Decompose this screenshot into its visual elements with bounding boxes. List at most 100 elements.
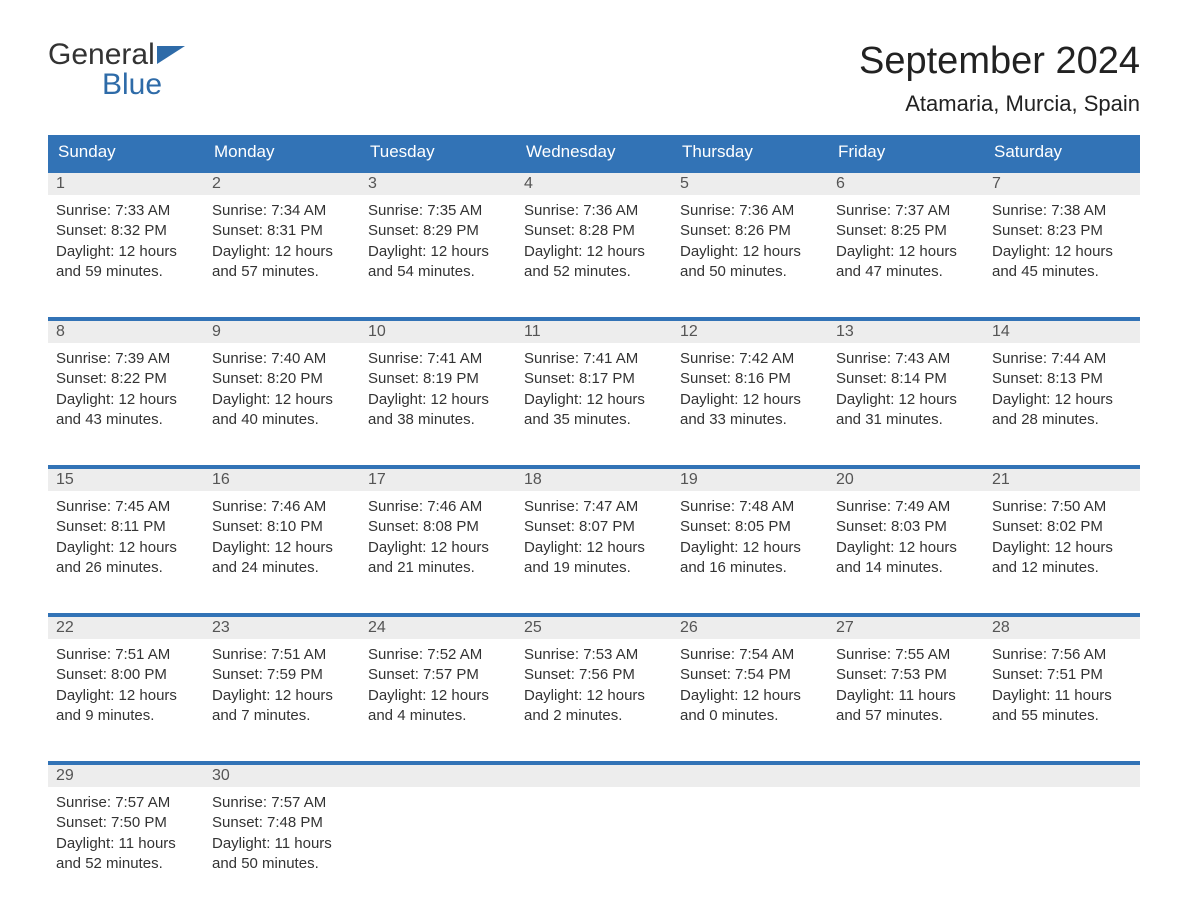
- sunrise-text: Sunrise: 7:35 AM: [368, 201, 508, 221]
- day-body: Sunrise: 7:57 AMSunset: 7:48 PMDaylight:…: [204, 787, 360, 882]
- day-body: Sunrise: 7:48 AMSunset: 8:05 PMDaylight:…: [672, 491, 828, 586]
- day-body: Sunrise: 7:53 AMSunset: 7:56 PMDaylight:…: [516, 639, 672, 734]
- calendar-week-row: 22Sunrise: 7:51 AMSunset: 8:00 PMDayligh…: [48, 614, 1140, 734]
- day-number: 18: [516, 467, 672, 491]
- daylight-text: Daylight: 12 hours: [212, 686, 352, 706]
- day-body: Sunrise: 7:44 AMSunset: 8:13 PMDaylight:…: [984, 343, 1140, 438]
- sunrise-text: Sunrise: 7:51 AM: [56, 645, 196, 665]
- daylight-text: and 50 minutes.: [680, 262, 820, 282]
- day-number: 29: [48, 763, 204, 787]
- calendar-day-cell: 28Sunrise: 7:56 AMSunset: 7:51 PMDayligh…: [984, 614, 1140, 734]
- sunset-text: Sunset: 7:56 PM: [524, 665, 664, 685]
- day-number: 17: [360, 467, 516, 491]
- sunrise-text: Sunrise: 7:48 AM: [680, 497, 820, 517]
- daylight-text: and 47 minutes.: [836, 262, 976, 282]
- calendar-day-cell: 13Sunrise: 7:43 AMSunset: 8:14 PMDayligh…: [828, 318, 984, 438]
- sunrise-text: Sunrise: 7:41 AM: [368, 349, 508, 369]
- calendar-day-cell: 29Sunrise: 7:57 AMSunset: 7:50 PMDayligh…: [48, 762, 204, 882]
- day-body: Sunrise: 7:35 AMSunset: 8:29 PMDaylight:…: [360, 195, 516, 290]
- daylight-text: and 55 minutes.: [992, 706, 1132, 726]
- daylight-text: Daylight: 12 hours: [524, 686, 664, 706]
- sunrise-text: Sunrise: 7:38 AM: [992, 201, 1132, 221]
- calendar-day-cell: [360, 762, 516, 882]
- week-spacer: [48, 290, 1140, 318]
- daylight-text: Daylight: 12 hours: [56, 538, 196, 558]
- daylight-text: and 52 minutes.: [56, 854, 196, 874]
- daylight-text: and 16 minutes.: [680, 558, 820, 578]
- location: Atamaria, Murcia, Spain: [859, 91, 1140, 117]
- calendar-day-cell: 4Sunrise: 7:36 AMSunset: 8:28 PMDaylight…: [516, 170, 672, 290]
- sunrise-text: Sunrise: 7:34 AM: [212, 201, 352, 221]
- day-body: Sunrise: 7:49 AMSunset: 8:03 PMDaylight:…: [828, 491, 984, 586]
- calendar-day-cell: 7Sunrise: 7:38 AMSunset: 8:23 PMDaylight…: [984, 170, 1140, 290]
- calendar-day-cell: 6Sunrise: 7:37 AMSunset: 8:25 PMDaylight…: [828, 170, 984, 290]
- sunset-text: Sunset: 8:22 PM: [56, 369, 196, 389]
- day-body: Sunrise: 7:45 AMSunset: 8:11 PMDaylight:…: [48, 491, 204, 586]
- calendar-day-cell: 11Sunrise: 7:41 AMSunset: 8:17 PMDayligh…: [516, 318, 672, 438]
- sunset-text: Sunset: 7:59 PM: [212, 665, 352, 685]
- day-body: Sunrise: 7:51 AMSunset: 7:59 PMDaylight:…: [204, 639, 360, 734]
- sunset-text: Sunset: 8:00 PM: [56, 665, 196, 685]
- day-number: 9: [204, 319, 360, 343]
- daylight-text: and 2 minutes.: [524, 706, 664, 726]
- sunset-text: Sunset: 8:16 PM: [680, 369, 820, 389]
- header: General Blue September 2024 Atamaria, Mu…: [48, 40, 1140, 117]
- sunset-text: Sunset: 8:19 PM: [368, 369, 508, 389]
- daylight-text: Daylight: 12 hours: [524, 242, 664, 262]
- sunset-text: Sunset: 8:08 PM: [368, 517, 508, 537]
- empty-day: [672, 763, 828, 787]
- sunrise-text: Sunrise: 7:44 AM: [992, 349, 1132, 369]
- sunset-text: Sunset: 8:28 PM: [524, 221, 664, 241]
- day-body: Sunrise: 7:33 AMSunset: 8:32 PMDaylight:…: [48, 195, 204, 290]
- sunrise-text: Sunrise: 7:42 AM: [680, 349, 820, 369]
- daylight-text: Daylight: 12 hours: [368, 538, 508, 558]
- logo: General Blue: [48, 40, 185, 100]
- daylight-text: and 52 minutes.: [524, 262, 664, 282]
- calendar-day-cell: 3Sunrise: 7:35 AMSunset: 8:29 PMDaylight…: [360, 170, 516, 290]
- sunrise-text: Sunrise: 7:57 AM: [56, 793, 196, 813]
- calendar-day-cell: 10Sunrise: 7:41 AMSunset: 8:19 PMDayligh…: [360, 318, 516, 438]
- sunrise-text: Sunrise: 7:36 AM: [680, 201, 820, 221]
- sunrise-text: Sunrise: 7:41 AM: [524, 349, 664, 369]
- daylight-text: Daylight: 12 hours: [680, 686, 820, 706]
- daylight-text: Daylight: 11 hours: [56, 834, 196, 854]
- day-body: Sunrise: 7:55 AMSunset: 7:53 PMDaylight:…: [828, 639, 984, 734]
- calendar-day-cell: 18Sunrise: 7:47 AMSunset: 8:07 PMDayligh…: [516, 466, 672, 586]
- calendar-header-row: Sunday Monday Tuesday Wednesday Thursday…: [48, 135, 1140, 170]
- daylight-text: Daylight: 12 hours: [680, 538, 820, 558]
- sunset-text: Sunset: 7:53 PM: [836, 665, 976, 685]
- calendar-week-row: 29Sunrise: 7:57 AMSunset: 7:50 PMDayligh…: [48, 762, 1140, 882]
- day-number: 27: [828, 615, 984, 639]
- sunset-text: Sunset: 8:20 PM: [212, 369, 352, 389]
- day-body: Sunrise: 7:54 AMSunset: 7:54 PMDaylight:…: [672, 639, 828, 734]
- calendar-day-cell: 16Sunrise: 7:46 AMSunset: 8:10 PMDayligh…: [204, 466, 360, 586]
- logo-text: General Blue: [48, 40, 185, 100]
- daylight-text: and 4 minutes.: [368, 706, 508, 726]
- daylight-text: Daylight: 12 hours: [992, 538, 1132, 558]
- sunset-text: Sunset: 8:25 PM: [836, 221, 976, 241]
- sunrise-text: Sunrise: 7:47 AM: [524, 497, 664, 517]
- daylight-text: Daylight: 12 hours: [524, 538, 664, 558]
- day-number: 21: [984, 467, 1140, 491]
- day-body: Sunrise: 7:51 AMSunset: 8:00 PMDaylight:…: [48, 639, 204, 734]
- logo-line2: Blue: [102, 70, 162, 100]
- day-body: Sunrise: 7:46 AMSunset: 8:08 PMDaylight:…: [360, 491, 516, 586]
- calendar-day-cell: [516, 762, 672, 882]
- daylight-text: and 9 minutes.: [56, 706, 196, 726]
- sunrise-text: Sunrise: 7:57 AM: [212, 793, 352, 813]
- day-number: 15: [48, 467, 204, 491]
- daylight-text: Daylight: 12 hours: [680, 242, 820, 262]
- sunrise-text: Sunrise: 7:40 AM: [212, 349, 352, 369]
- daylight-text: and 26 minutes.: [56, 558, 196, 578]
- sunrise-text: Sunrise: 7:55 AM: [836, 645, 976, 665]
- daylight-text: and 57 minutes.: [212, 262, 352, 282]
- day-header-thursday: Thursday: [672, 135, 828, 170]
- daylight-text: Daylight: 12 hours: [524, 390, 664, 410]
- sunrise-text: Sunrise: 7:43 AM: [836, 349, 976, 369]
- daylight-text: Daylight: 12 hours: [992, 242, 1132, 262]
- day-body: Sunrise: 7:57 AMSunset: 7:50 PMDaylight:…: [48, 787, 204, 882]
- sunset-text: Sunset: 7:50 PM: [56, 813, 196, 833]
- daylight-text: and 21 minutes.: [368, 558, 508, 578]
- daylight-text: and 50 minutes.: [212, 854, 352, 874]
- daylight-text: Daylight: 11 hours: [836, 686, 976, 706]
